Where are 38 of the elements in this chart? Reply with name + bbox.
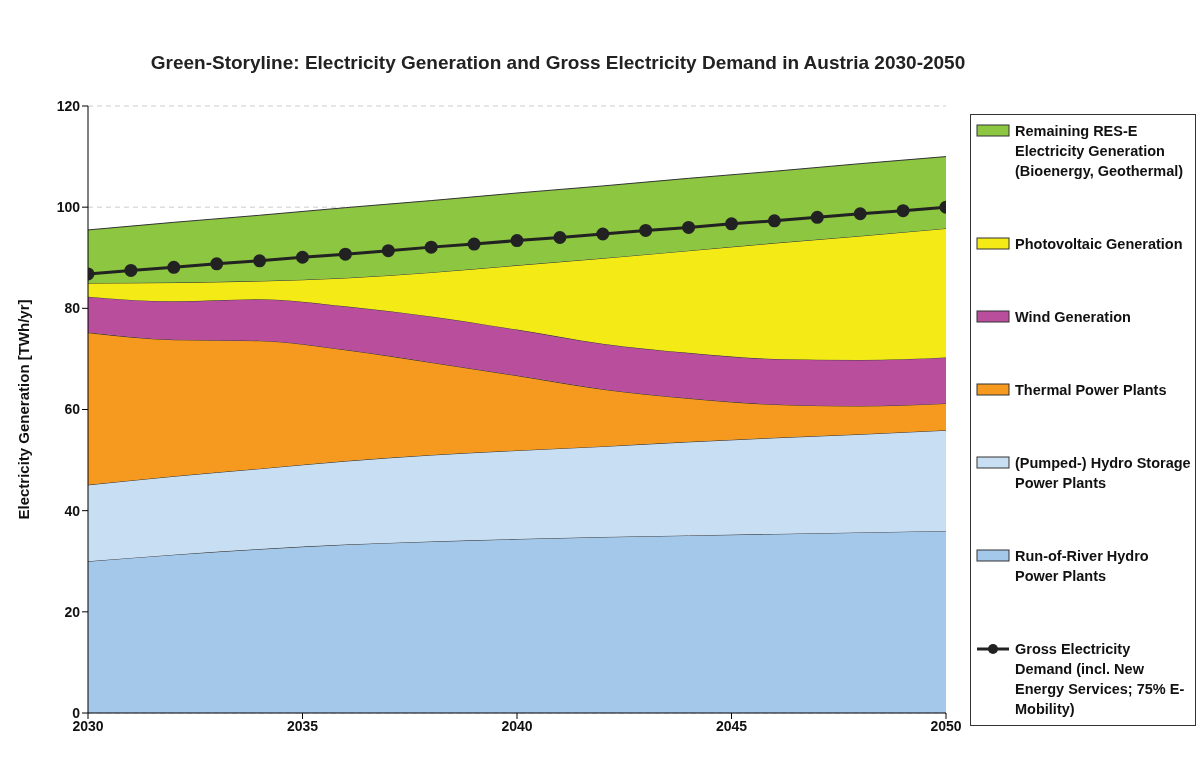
point bbox=[338, 247, 352, 261]
point bbox=[467, 237, 481, 251]
point bbox=[639, 223, 653, 237]
point bbox=[210, 257, 224, 271]
legend-label: Photovoltaic Generation bbox=[1015, 235, 1183, 254]
point bbox=[853, 207, 867, 221]
point bbox=[725, 217, 738, 231]
legend-label: Gross Electricity Demand (incl. New Energy Services; 75% E-Mobility) bbox=[1015, 640, 1186, 719]
point bbox=[682, 220, 696, 234]
point bbox=[553, 231, 567, 245]
x-tick-label: 2035 bbox=[286, 717, 319, 734]
point bbox=[381, 244, 395, 258]
y-tick-label: 120 bbox=[56, 97, 81, 114]
y-tick-label: 60 bbox=[64, 401, 81, 418]
point bbox=[896, 204, 910, 218]
y-tick-label: 40 bbox=[64, 502, 81, 519]
y-tick-label: 100 bbox=[56, 199, 81, 216]
point bbox=[253, 254, 267, 268]
point bbox=[510, 234, 524, 248]
x-tick-label: 2045 bbox=[715, 717, 748, 734]
legend-label: Wind Generation bbox=[1015, 308, 1131, 327]
legend-label: (Pumped-) Hydro Storage Power Plants bbox=[1015, 454, 1191, 493]
point bbox=[767, 214, 781, 228]
y-tick-label: 80 bbox=[64, 300, 81, 317]
point bbox=[596, 227, 610, 241]
point bbox=[296, 250, 309, 264]
point bbox=[810, 210, 824, 224]
point bbox=[167, 260, 181, 274]
x-tick-label: 2040 bbox=[501, 717, 533, 734]
y-tick-label: 20 bbox=[64, 603, 81, 620]
point bbox=[124, 263, 138, 277]
legend-label: Remaining RES-E Electricity Generation (Bioenergy, Geothermal) bbox=[1015, 122, 1185, 181]
legend-label: Thermal Power Plants bbox=[1015, 381, 1167, 400]
chart-title: Green-Storyline: Electricity Generation and Gross Electricity Demand in Austria 2030-2050 bbox=[149, 52, 967, 74]
y-axis-title: Electricity Generation [TWh/yr] bbox=[15, 299, 33, 520]
legend-label: Run-of-River Hydro Power Plants bbox=[1015, 547, 1150, 586]
x-tick-label: 2050 bbox=[930, 717, 962, 734]
point bbox=[424, 240, 438, 254]
